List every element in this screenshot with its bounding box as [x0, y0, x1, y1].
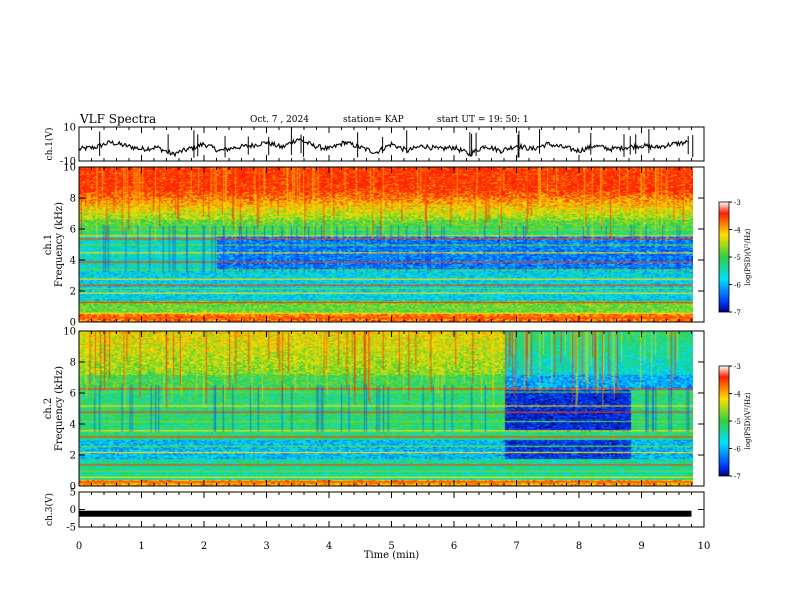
ch1-data-point: [297, 138, 299, 140]
chart-title: VLF Spectra: [80, 112, 157, 126]
ch1-data-point: [234, 146, 236, 148]
ch1-data-point: [594, 145, 596, 147]
ch1-data-point: [500, 150, 502, 152]
colorbar-tick-label: -7: [734, 309, 741, 317]
ch1-data-point: [281, 146, 283, 148]
date-label: Oct. 7 , 2024: [250, 115, 309, 125]
ch1-data-point: [344, 141, 346, 143]
y-tick-label: 0: [70, 482, 76, 493]
ch1-waveform-line: [78, 138, 688, 158]
ch1-data-point: [578, 150, 580, 152]
y-tick-label: 10: [63, 327, 76, 338]
ch1-data-point: [515, 145, 518, 147]
y-tick-label: 6: [70, 389, 76, 400]
colorbar-tick-label: -7: [734, 473, 741, 481]
ch1-data-point: [328, 148, 330, 150]
ch1-data-point: [437, 148, 439, 150]
x-tick-label: 7: [513, 541, 519, 552]
x-tick-label: 5: [388, 541, 394, 552]
ch1-data-point: [359, 146, 361, 148]
y-tick-label: 2: [70, 451, 76, 462]
y-tick-label: -5: [66, 523, 76, 534]
x-tick-label: 6: [451, 541, 457, 552]
y-tick-label: 4: [70, 256, 76, 267]
colorbar-tick-label: -3: [734, 363, 741, 371]
station-label: station= KAP: [343, 115, 404, 125]
ch1-data-point: [390, 143, 393, 145]
y-tick-label: 4: [70, 420, 76, 431]
ch1-data-point: [156, 146, 158, 148]
y-tick-label: 0: [70, 505, 76, 516]
colorbar-tick-label: -4: [734, 227, 741, 235]
y-axis-label: ch.3(V): [44, 493, 55, 526]
ch1-data-point: [172, 153, 174, 155]
ch1-data-point: [406, 150, 408, 152]
x-tick-label: 2: [201, 541, 207, 552]
y-tick-label: 10: [63, 163, 76, 174]
ch1-data-point: [562, 146, 564, 148]
x-tick-label: 0: [76, 541, 82, 552]
x-tick-label: 3: [263, 541, 269, 552]
colorbar-label: log(PSD)(V²/Hz): [744, 228, 752, 285]
ch1-data-point: [484, 145, 486, 147]
spectrogram-image-ch1: [79, 167, 693, 322]
y-tick-label: 8: [70, 358, 76, 369]
ch1-data-point: [312, 145, 314, 147]
y-axis-label: ch.1Frequency (kHz): [43, 202, 65, 287]
ch1-data-point: [656, 146, 658, 148]
ch1-data-point: [453, 146, 455, 148]
ch1-data-point: [640, 145, 643, 147]
colorbar-label: log(PSD)(V²/Hz): [744, 392, 752, 449]
y-axis-label: ch.1(V): [44, 128, 55, 161]
x-tick-label: 1: [138, 541, 144, 552]
y-tick-label: 6: [70, 225, 76, 236]
x-tick-label: 10: [698, 541, 711, 552]
x-axis-label: Time (min): [364, 550, 419, 561]
ch1-data-point: [609, 148, 611, 150]
ch1-data-point: [375, 151, 377, 154]
colorbar-tick-label: -3: [734, 199, 741, 207]
colorbar: [718, 201, 730, 313]
spectrogram-image-ch2: [79, 331, 693, 486]
y-tick-label: 5: [70, 488, 76, 499]
x-tick-label: 8: [576, 541, 582, 552]
colorbar: [718, 365, 730, 477]
y-axis-label: ch.2Frequency (kHz): [43, 366, 65, 451]
ch1-data-point: [469, 153, 471, 155]
ch1-data-point: [687, 141, 689, 143]
ch1-data-point: [547, 143, 549, 145]
ch1-data-point: [219, 150, 221, 152]
ch1-data-point: [140, 148, 143, 150]
ch1-data-point: [531, 148, 533, 150]
y-tick-label: 0: [70, 318, 76, 329]
colorbar-tick-label: -4: [734, 391, 741, 399]
ch1-data-point: [109, 141, 111, 143]
y-tick-label: -10: [60, 157, 76, 168]
ch1-data-point: [94, 146, 96, 148]
y-tick-label: 2: [70, 287, 76, 298]
colorbar-tick-label: -5: [734, 254, 741, 262]
ch1-data-point: [125, 145, 127, 147]
y-tick-label: 10: [63, 123, 76, 134]
colorbar-tick-label: -6: [734, 446, 741, 454]
x-tick-label: 9: [638, 541, 644, 552]
ch1-data-point: [250, 145, 252, 147]
ch3-waveform-line: [79, 510, 692, 517]
ch1-data-point: [625, 146, 627, 148]
ch1-data-point: [203, 143, 205, 145]
ch1-data-point: [422, 145, 424, 147]
y-tick-label: 8: [70, 194, 76, 205]
ch1-data-point: [672, 143, 674, 145]
colorbar-tick-label: -6: [734, 282, 741, 290]
ch1-data-point: [187, 148, 189, 150]
colorbar-tick-label: -5: [734, 418, 741, 426]
x-tick-label: 4: [326, 541, 332, 552]
ch1-data-point: [265, 141, 268, 143]
start-time-label: start UT = 19: 50: 1: [437, 115, 529, 125]
